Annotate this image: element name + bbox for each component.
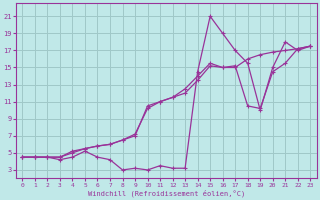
X-axis label: Windchill (Refroidissement éolien,°C): Windchill (Refroidissement éolien,°C): [88, 189, 245, 197]
